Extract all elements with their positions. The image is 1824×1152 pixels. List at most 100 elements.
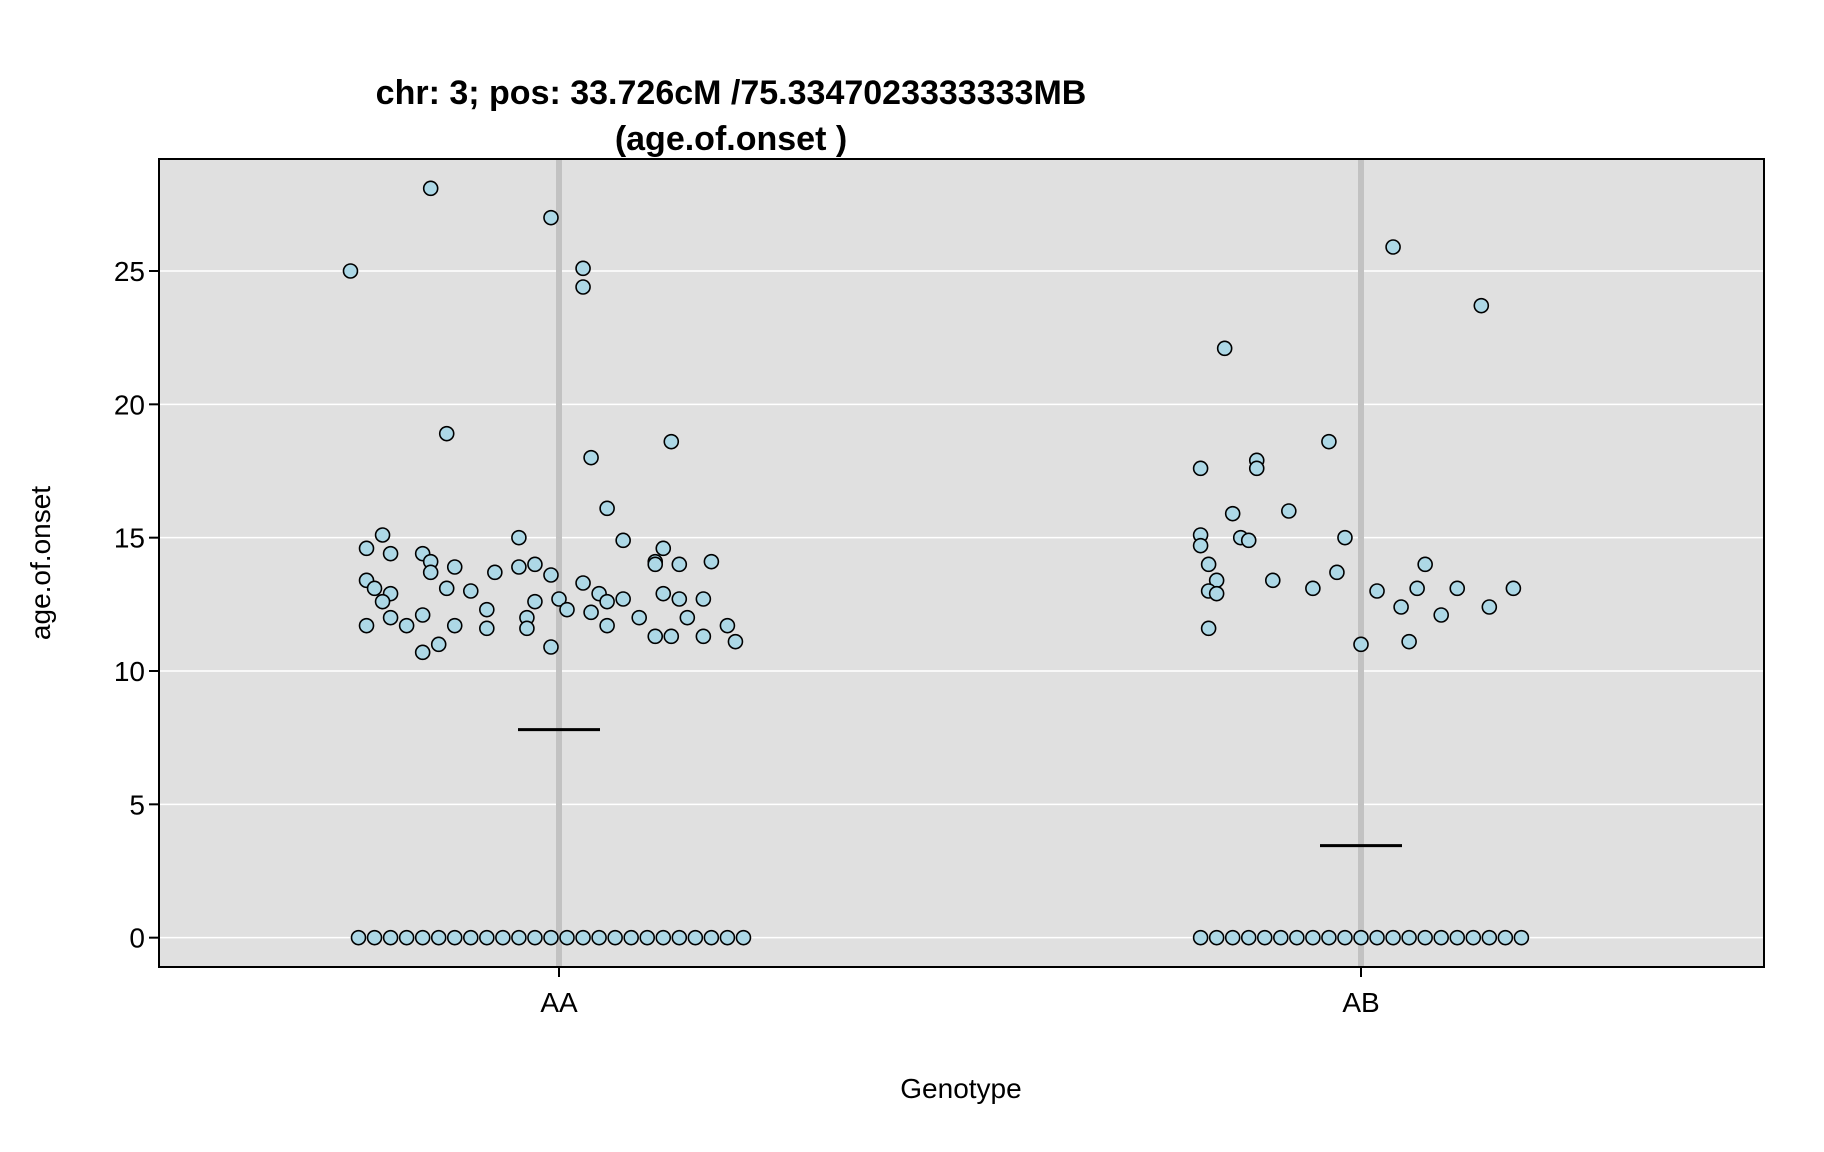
data-point [583,449,599,466]
data-point [599,617,615,634]
data-point [591,929,607,946]
data-point [374,593,391,610]
panel-frame [158,158,1765,968]
y-tick-label: 15 [114,523,145,554]
data-point [422,564,439,581]
data-point [1192,460,1209,477]
data-point [366,929,383,946]
data-points [342,180,1530,946]
data-point [1385,929,1401,946]
data-point [575,260,591,277]
data-point [679,609,696,626]
data-point [446,929,463,946]
data-point [687,929,704,946]
data-point [575,575,591,591]
data-point [671,591,688,607]
data-point [607,929,623,946]
data-point [1337,929,1353,946]
data-point [1216,340,1233,357]
data-point [1481,599,1498,615]
data-point [511,559,527,575]
data-point [671,929,688,946]
data-point [1200,556,1217,573]
x-axis-title: Genotype [900,1073,1021,1104]
panel-background [159,159,1764,967]
data-point [671,556,688,573]
data-point [438,425,455,442]
data-point [559,929,575,946]
data-point [495,929,511,946]
data-point [1200,620,1217,637]
axis-ticks: 0 5 10 15 20 25 AA AB [114,256,1380,1018]
data-point [366,580,383,597]
data-point [551,591,567,607]
data-point [342,263,359,279]
data-point [599,500,615,517]
data-point [1465,929,1482,946]
x-tick-label: AB [1342,987,1379,1018]
data-point [655,929,672,946]
data-point [1329,564,1345,581]
data-point [1369,929,1385,946]
data-point [398,929,415,946]
data-point [1449,929,1466,946]
data-point [575,929,591,946]
data-point [543,567,559,583]
data-point [527,556,543,573]
data-point [727,633,744,650]
data-point [615,532,631,549]
data-point [1337,529,1353,546]
data-point [382,929,399,946]
data-point [350,929,367,946]
data-point [1289,929,1305,946]
data-point [1240,929,1257,946]
data-point [1481,929,1498,946]
data-point [1224,505,1241,522]
data-point [623,929,639,946]
data-point [543,639,559,655]
data-point [1248,460,1265,477]
y-axis-title: age.of.onset [25,486,56,640]
data-point [1353,636,1369,653]
data-point [1353,929,1369,946]
data-point [639,929,656,946]
data-point [1449,580,1466,597]
data-point [511,529,527,546]
chart-title-line1: chr: 3; pos: 33.726cM /75.3347023333333M… [376,74,1087,112]
data-point [655,540,672,557]
data-point [1224,929,1241,946]
data-point [519,620,535,637]
data-point [479,601,495,618]
data-point [398,617,415,634]
data-point [1192,537,1209,554]
data-point [527,929,543,946]
data-point [663,433,680,450]
data-point [1393,599,1409,615]
data-point [1273,929,1289,946]
chart-title-line2: (age.of.onset ) [615,120,847,158]
data-point [1256,929,1273,946]
data-point [414,607,431,623]
data-point [1305,929,1321,946]
data-point [543,929,559,946]
data-point [446,559,463,575]
data-point [1433,929,1449,946]
data-point [414,929,431,946]
data-point [438,580,455,597]
data-point [479,620,495,637]
data-point [1417,556,1433,573]
data-point [1497,929,1514,946]
data-point [1208,585,1225,602]
data-point [462,929,479,946]
data-point [1385,239,1401,255]
data-point [583,604,599,621]
data-point [559,601,575,618]
data-point [1401,633,1417,650]
data-point [479,929,495,946]
data-point [382,545,399,562]
data-point [446,617,463,634]
data-point [719,617,736,634]
y-tick-label: 0 [129,923,145,954]
data-point [599,593,615,610]
